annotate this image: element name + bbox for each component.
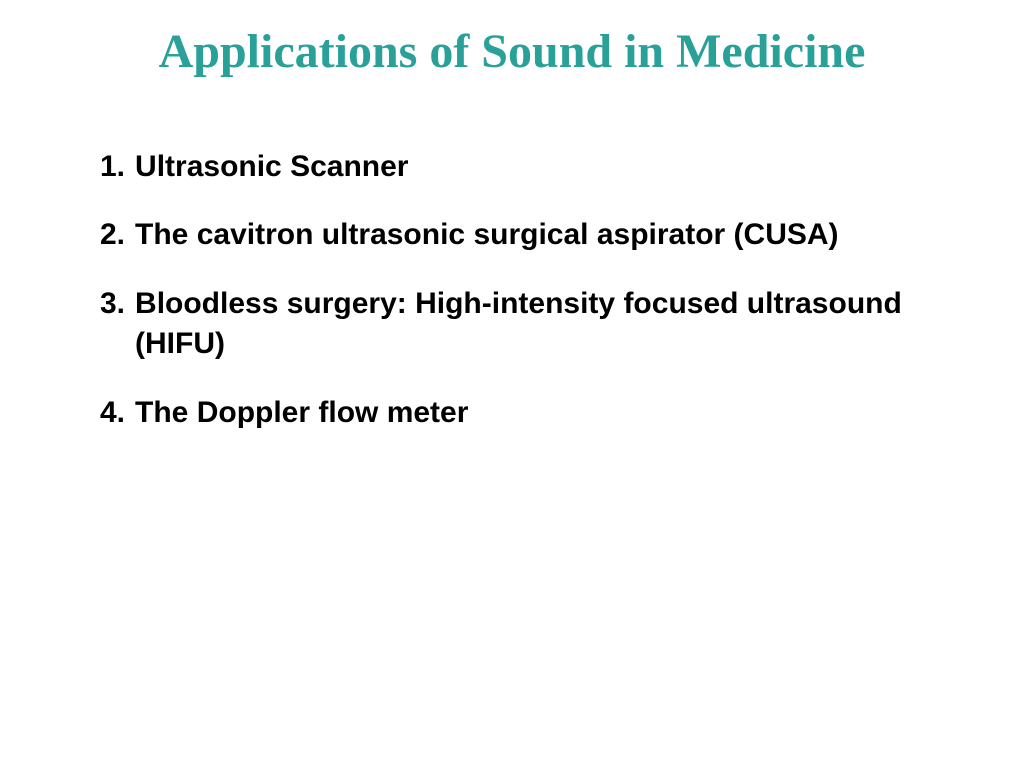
list-item-text: The cavitron ultrasonic surgical aspirat… <box>135 215 924 256</box>
list-item: 3. Bloodless surgery: High-intensity foc… <box>100 284 924 365</box>
list-item-number: 3. <box>100 284 125 365</box>
list-item: 2. The cavitron ultrasonic surgical aspi… <box>100 215 924 256</box>
slide-title: Applications of Sound in Medicine <box>70 26 954 79</box>
list-item-text: Bloodless surgery: High-intensity focuse… <box>135 284 924 365</box>
slide: Applications of Sound in Medicine 1. Ult… <box>0 0 1024 768</box>
list-item-text: Ultrasonic Scanner <box>135 147 924 188</box>
list-item: 4. The Doppler flow meter <box>100 393 924 434</box>
applications-list: 1. Ultrasonic Scanner 2. The cavitron ul… <box>70 147 954 434</box>
list-item-number: 2. <box>100 215 125 256</box>
list-item-number: 1. <box>100 147 125 188</box>
list-item-number: 4. <box>100 393 125 434</box>
list-item: 1. Ultrasonic Scanner <box>100 147 924 188</box>
list-item-text: The Doppler flow meter <box>135 393 924 434</box>
